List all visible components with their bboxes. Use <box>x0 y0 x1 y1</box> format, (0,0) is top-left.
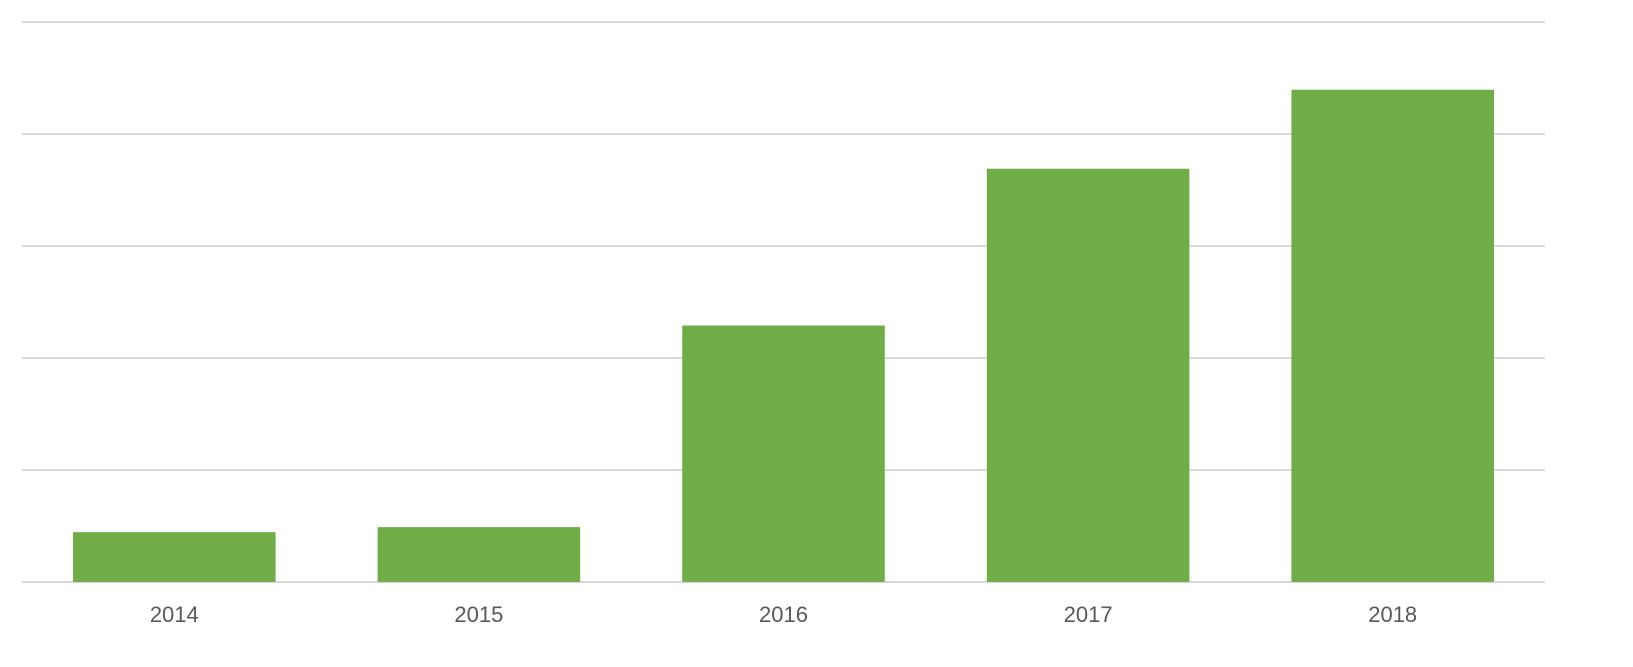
bar-2014 <box>73 532 276 582</box>
x-tick-label-2018: 2018 <box>1368 602 1417 627</box>
bar-2017 <box>986 168 1190 582</box>
x-tick-label-2015: 2015 <box>454 602 503 627</box>
bar-2016 <box>682 325 885 582</box>
x-axis-labels: 2014 2015 2016 2017 2018 <box>150 602 1417 627</box>
bars <box>73 89 1494 582</box>
x-tick-label-2016: 2016 <box>759 602 808 627</box>
bar-2015 <box>377 527 581 582</box>
bar-2018 <box>1291 89 1494 582</box>
x-tick-label-2017: 2017 <box>1064 602 1113 627</box>
x-tick-label-2014: 2014 <box>150 602 199 627</box>
